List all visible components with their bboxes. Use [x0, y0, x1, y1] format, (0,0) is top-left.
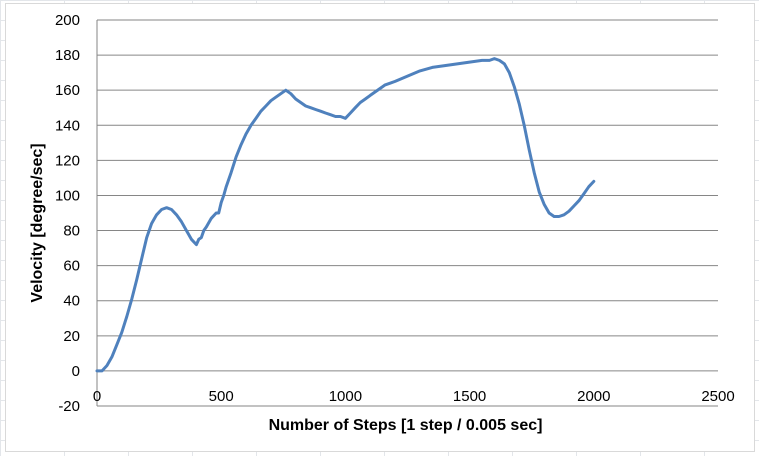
y-tick-label: 20 — [63, 328, 80, 345]
x-tick-label: 1000 — [329, 388, 362, 405]
y-tick-label: 120 — [55, 152, 80, 169]
x-tick-labels: 0 500 1000 1500 2000 2500 — [93, 388, 735, 405]
y-tick-labels: -20 0 20 40 60 80 100 120 140 160 180 200 — [55, 12, 80, 415]
y-tick-label: -20 — [58, 398, 80, 415]
x-tick-label: 1500 — [453, 388, 486, 405]
y-tick-label: 0 — [72, 363, 80, 380]
x-tick-label: 500 — [209, 388, 234, 405]
y-tick-label: 160 — [55, 82, 80, 99]
y-axis-title: Velocity [degree/sec] — [29, 143, 46, 302]
y-tick-label: 200 — [55, 12, 80, 29]
x-tick-label: 2500 — [701, 388, 734, 405]
y-tick-label: 140 — [55, 117, 80, 134]
y-tick-label: 60 — [63, 258, 80, 275]
gridlines — [96, 19, 718, 407]
y-tick-label: 40 — [63, 293, 80, 310]
y-tick-label: 80 — [63, 223, 80, 240]
chart-area[interactable] — [5, 3, 755, 452]
plot-series — [95, 57, 596, 373]
series-line — [95, 57, 596, 373]
x-tick-label: 0 — [93, 388, 101, 405]
x-tick-label: 2000 — [577, 388, 610, 405]
x-axis-title: Number of Steps [1 step / 0.005 sec] — [269, 417, 543, 434]
y-tick-label: 100 — [55, 187, 80, 204]
y-tick-label: 180 — [55, 47, 80, 64]
